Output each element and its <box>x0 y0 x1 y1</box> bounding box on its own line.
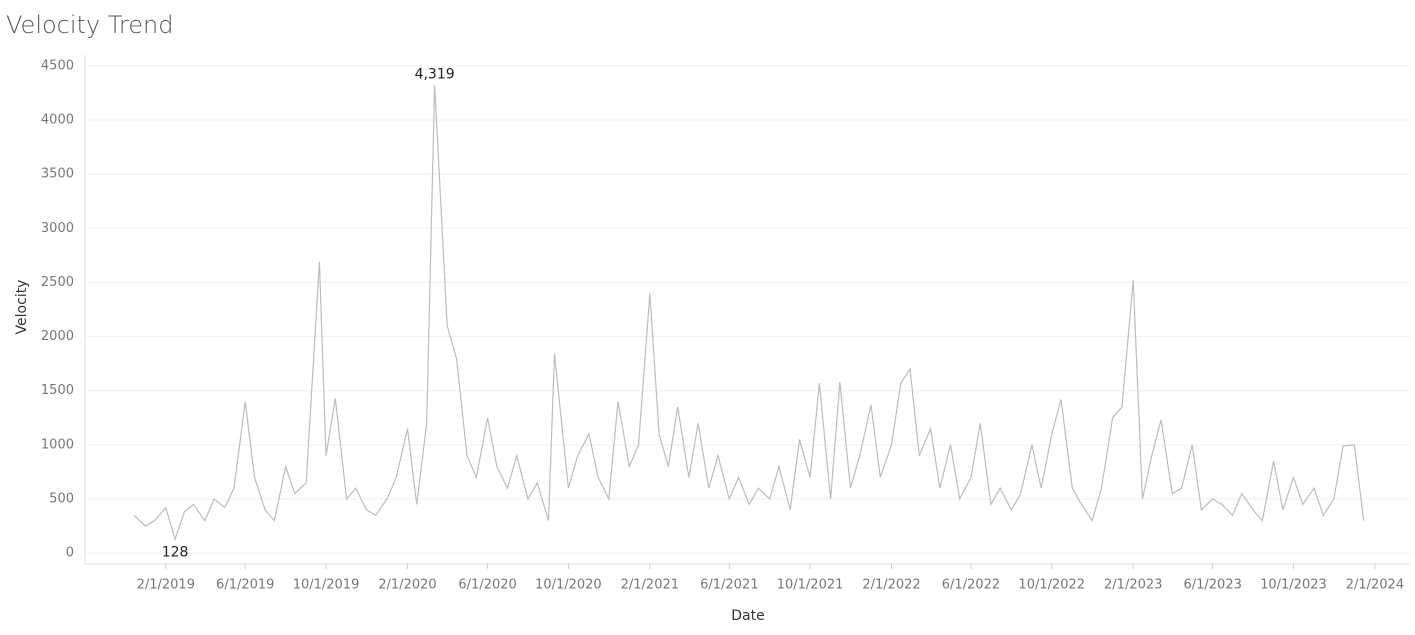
x-tick-label: 6/1/2020 <box>458 578 516 593</box>
x-tick-label: 6/1/2021 <box>700 578 758 593</box>
y-tick-label: 2000 <box>41 329 74 344</box>
y-tick-label: 1000 <box>41 437 74 452</box>
data-label: 4,319 <box>415 66 455 82</box>
chart-title: Velocity Trend <box>6 11 173 39</box>
x-tick-label: 2/1/2024 <box>1346 578 1404 593</box>
y-tick-label: 4000 <box>41 112 74 127</box>
x-tick-label: 10/1/2021 <box>777 578 844 593</box>
y-tick-label: 1500 <box>41 383 74 398</box>
y-tick-label: 3000 <box>41 221 74 236</box>
y-tick-label: 4500 <box>41 58 74 73</box>
y-tick-label: 500 <box>49 492 74 507</box>
data-label: 128 <box>162 544 189 560</box>
x-tick-label: 6/1/2022 <box>942 578 1000 593</box>
x-tick-label: 6/1/2023 <box>1183 578 1241 593</box>
y-tick-label: 2500 <box>41 275 74 290</box>
y-axis-title: Velocity <box>14 280 30 335</box>
x-tick-label: 2/1/2021 <box>621 578 679 593</box>
x-tick-label: 2/1/2020 <box>378 578 436 593</box>
y-tick-label: 0 <box>66 546 74 561</box>
x-tick-label: 10/1/2019 <box>293 578 360 593</box>
x-tick-label: 10/1/2023 <box>1260 578 1327 593</box>
x-tick-label: 10/1/2020 <box>535 578 602 593</box>
series-line <box>133 85 1365 542</box>
x-tick-label: 2/1/2019 <box>137 578 195 593</box>
x-tick-label: 2/1/2023 <box>1104 578 1162 593</box>
y-tick-label: 3500 <box>41 167 74 182</box>
x-axis-title: Date <box>731 608 764 624</box>
x-tick-label: 6/1/2019 <box>216 578 274 593</box>
x-tick-label: 2/1/2022 <box>862 578 920 593</box>
x-tick-label: 10/1/2022 <box>1018 578 1085 593</box>
